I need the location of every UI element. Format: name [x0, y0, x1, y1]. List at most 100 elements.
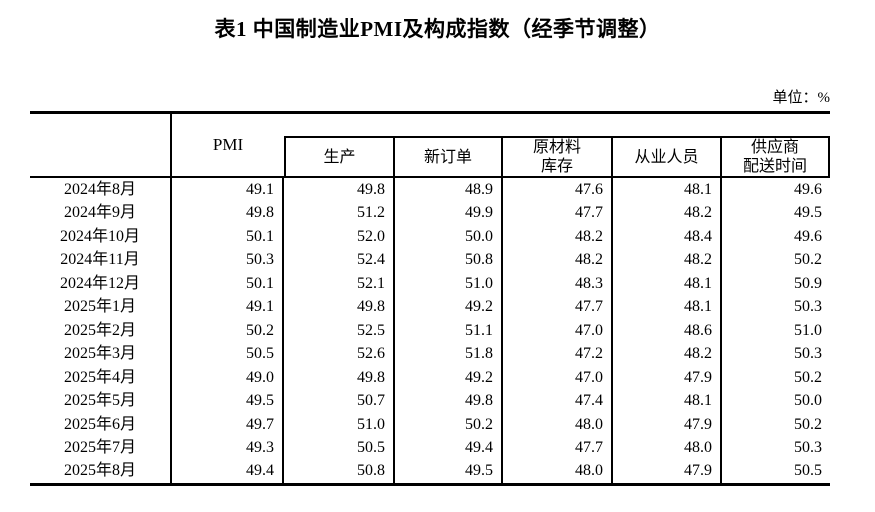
- supplier-cell: 50.3: [794, 345, 822, 363]
- production-cell: 49.8: [284, 365, 395, 390]
- month-cell: 2024年11月: [30, 248, 172, 272]
- supplier-cell: 50.2: [794, 415, 822, 433]
- pmi-data-table: PMI 生产 新订单 原材料 库存 从业人员 供应商 配送时间 2024年8月 …: [30, 111, 830, 486]
- new-orders-cell: 49.5: [395, 459, 503, 483]
- employment-cell: 48.1: [613, 389, 722, 413]
- raw-materials-cell: 47.4: [503, 389, 613, 413]
- header-supplier-line1: 供应商: [750, 139, 799, 156]
- table-row: 2024年11月 50.3 52.4 50.8 48.2 48.2 50.2: [30, 248, 830, 272]
- employment-cell: 48.1: [613, 271, 722, 296]
- production-cell: 52.5: [284, 318, 395, 343]
- month-cell: 2025年1月: [30, 295, 172, 319]
- raw-materials-cell: 48.0: [503, 412, 613, 436]
- table-row: 2025年6月 49.7 51.0 50.2 48.0 47.9 50.2: [30, 412, 830, 436]
- table-row: 2025年7月 49.3 50.5 49.4 47.7 48.0 50.3: [30, 435, 830, 460]
- table-row: 2025年8月 49.4 50.8 49.5 48.0 47.9 50.5: [30, 459, 830, 483]
- supplier-cell: 50.3: [794, 298, 822, 316]
- header-raw-materials-line1: 原材料: [532, 139, 581, 156]
- table-row: 2025年2月 50.2 52.5 51.1 47.0 48.6 51.0: [30, 318, 830, 343]
- employment-cell: 48.6: [613, 318, 722, 343]
- supplier-cell: 49.6: [794, 227, 822, 245]
- production-cell: 52.0: [284, 224, 395, 249]
- employment-cell: 48.2: [613, 248, 722, 272]
- production-cell: 50.5: [284, 435, 395, 460]
- table-row: 2025年3月 50.5 52.6 51.8 47.2 48.2 50.3: [30, 342, 830, 366]
- raw-materials-cell: 47.7: [503, 295, 613, 319]
- raw-materials-cell: 48.0: [503, 459, 613, 483]
- new-orders-cell: 50.2: [395, 412, 503, 436]
- production-cell: 51.0: [284, 412, 395, 436]
- header-supplier-line2: 配送时间: [742, 158, 807, 175]
- pmi-cell: 50.5: [172, 342, 284, 366]
- header-pmi: PMI: [212, 135, 244, 154]
- employment-cell: 47.9: [613, 365, 722, 390]
- month-cell: 2025年3月: [30, 342, 172, 366]
- pmi-cell: 50.1: [172, 224, 284, 249]
- supplier-cell: 50.2: [794, 368, 822, 386]
- unit-label: 单位：%: [772, 90, 831, 106]
- employment-cell: 47.9: [613, 459, 722, 483]
- pmi-cell: 49.3: [172, 435, 284, 460]
- table-row: 2024年9月 49.8 51.2 49.9 47.7 48.2 49.5: [30, 201, 830, 225]
- header-raw-materials-line2: 库存: [540, 158, 573, 175]
- new-orders-cell: 49.9: [395, 201, 503, 225]
- month-cell: 2025年6月: [30, 412, 172, 436]
- new-orders-cell: 50.8: [395, 248, 503, 272]
- supplier-cell: 51.0: [794, 321, 822, 339]
- employment-cell: 48.4: [613, 224, 722, 249]
- table-row: 2025年4月 49.0 49.8 49.2 47.0 47.9 50.2: [30, 365, 830, 390]
- supplier-cell: 50.3: [794, 438, 822, 456]
- table-body: 2024年8月 49.1 49.8 48.9 47.6 48.1 49.6 20…: [30, 178, 830, 483]
- pmi-cell: 49.4: [172, 459, 284, 483]
- table-row: 2025年1月 49.1 49.8 49.2 47.7 48.1 50.3: [30, 295, 830, 319]
- new-orders-cell: 51.8: [395, 342, 503, 366]
- new-orders-cell: 50.0: [395, 224, 503, 249]
- raw-materials-cell: 48.2: [503, 248, 613, 272]
- raw-materials-cell: 47.7: [503, 201, 613, 225]
- pmi-cell: 49.1: [172, 295, 284, 319]
- month-cell: 2024年10月: [30, 224, 172, 249]
- raw-materials-cell: 47.0: [503, 365, 613, 390]
- employment-cell: 48.1: [613, 178, 722, 202]
- table-row: 2024年8月 49.1 49.8 48.9 47.6 48.1 49.6: [30, 178, 830, 202]
- table-header-row: PMI 生产 新订单 原材料 库存 从业人员 供应商 配送时间: [30, 114, 830, 178]
- employment-cell: 48.1: [613, 295, 722, 319]
- production-cell: 51.2: [284, 201, 395, 225]
- new-orders-cell: 51.0: [395, 271, 503, 296]
- production-cell: 50.8: [284, 459, 395, 483]
- production-cell: 50.7: [284, 389, 395, 413]
- header-raw-materials-inventory: 原材料 库存: [503, 138, 613, 176]
- supplier-cell: 50.5: [794, 462, 822, 480]
- supplier-cell: 49.5: [794, 204, 822, 222]
- supplier-cell: 49.6: [794, 181, 822, 198]
- employment-cell: 48.0: [613, 435, 722, 460]
- header-subindex-group: 生产 新订单 原材料 库存 从业人员 供应商 配送时间: [284, 136, 830, 176]
- header-production: 生产: [284, 138, 395, 176]
- header-employment: 从业人员: [613, 138, 722, 176]
- raw-materials-cell: 48.3: [503, 271, 613, 296]
- table-row: 2025年5月 49.5 50.7 49.8 47.4 48.1 50.0: [30, 389, 830, 413]
- pmi-cell: 50.1: [172, 271, 284, 296]
- month-cell: 2025年8月: [30, 459, 172, 483]
- new-orders-cell: 49.8: [395, 389, 503, 413]
- pmi-cell: 49.0: [172, 365, 284, 390]
- pmi-cell: 49.1: [172, 178, 284, 202]
- employment-cell: 47.9: [613, 412, 722, 436]
- month-cell: 2024年8月: [30, 178, 172, 202]
- header-new-orders: 新订单: [395, 138, 503, 176]
- month-cell: 2025年2月: [30, 318, 172, 343]
- header-month-corner-cell: [30, 114, 172, 176]
- raw-materials-cell: 48.2: [503, 224, 613, 249]
- page-title: 表1 中国制造业PMI及构成指数（经季节调整）: [214, 17, 661, 41]
- raw-materials-cell: 47.2: [503, 342, 613, 366]
- supplier-cell: 50.0: [794, 392, 822, 410]
- new-orders-cell: 51.1: [395, 318, 503, 343]
- new-orders-cell: 48.9: [395, 178, 503, 202]
- supplier-cell: 50.2: [794, 251, 822, 269]
- raw-materials-cell: 47.0: [503, 318, 613, 343]
- month-cell: 2024年12月: [30, 271, 172, 296]
- new-orders-cell: 49.2: [395, 365, 503, 390]
- production-cell: 49.8: [284, 178, 395, 202]
- table-row: 2024年12月 50.1 52.1 51.0 48.3 48.1 50.9: [30, 271, 830, 296]
- new-orders-cell: 49.4: [395, 435, 503, 460]
